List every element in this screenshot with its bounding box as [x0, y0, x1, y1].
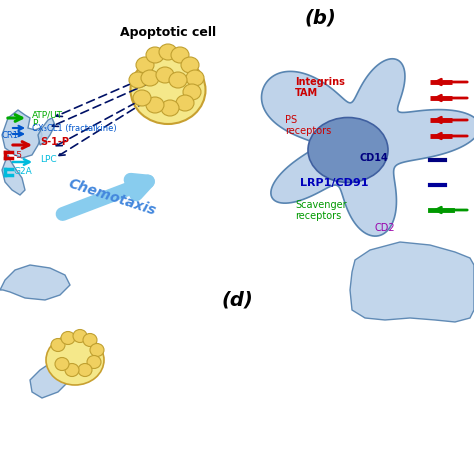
Text: CD2: CD2	[375, 223, 396, 233]
Ellipse shape	[176, 95, 194, 111]
Text: receptors: receptors	[295, 211, 341, 221]
Ellipse shape	[156, 67, 174, 83]
Text: (b): (b)	[304, 9, 336, 27]
Ellipse shape	[308, 118, 388, 182]
Ellipse shape	[55, 357, 69, 371]
Text: CD14: CD14	[360, 153, 389, 163]
Text: S-1-P: S-1-P	[40, 137, 69, 147]
Ellipse shape	[73, 329, 87, 343]
Ellipse shape	[136, 57, 154, 73]
Polygon shape	[350, 242, 474, 322]
Polygon shape	[0, 265, 70, 300]
Ellipse shape	[78, 364, 92, 376]
Ellipse shape	[83, 334, 97, 346]
Polygon shape	[38, 118, 55, 145]
Ellipse shape	[183, 84, 201, 100]
Ellipse shape	[61, 331, 75, 345]
Ellipse shape	[159, 44, 177, 60]
Text: Integrins: Integrins	[295, 77, 345, 87]
Polygon shape	[2, 155, 25, 195]
Ellipse shape	[186, 70, 204, 86]
Text: Apoptotic cell: Apoptotic cell	[120, 26, 216, 38]
Ellipse shape	[65, 364, 79, 376]
Text: CR1: CR1	[2, 130, 19, 139]
Ellipse shape	[171, 47, 189, 63]
Text: -5: -5	[14, 151, 23, 159]
Ellipse shape	[161, 100, 179, 116]
Ellipse shape	[129, 72, 147, 88]
Text: LRP1/CD91: LRP1/CD91	[300, 178, 368, 188]
Ellipse shape	[90, 344, 104, 356]
Text: (d): (d)	[221, 291, 253, 310]
Text: P: P	[32, 118, 37, 128]
Text: receptors: receptors	[285, 126, 331, 136]
Ellipse shape	[146, 47, 164, 63]
Text: TAM: TAM	[295, 88, 318, 98]
Text: Scavenger: Scavenger	[295, 200, 346, 210]
Ellipse shape	[130, 56, 206, 124]
Text: PS: PS	[285, 115, 297, 125]
Ellipse shape	[87, 356, 101, 368]
Text: CX₃CL1 (fractalkine): CX₃CL1 (fractalkine)	[32, 124, 117, 133]
Ellipse shape	[51, 338, 65, 352]
Ellipse shape	[181, 57, 199, 73]
Ellipse shape	[133, 90, 151, 106]
Ellipse shape	[141, 70, 159, 86]
Polygon shape	[262, 59, 474, 236]
Ellipse shape	[146, 97, 164, 113]
Text: G2A: G2A	[14, 167, 33, 176]
Text: LPC: LPC	[40, 155, 56, 164]
Polygon shape	[2, 110, 42, 158]
Ellipse shape	[169, 72, 187, 88]
Text: ATP/UT: ATP/UT	[32, 110, 63, 119]
Ellipse shape	[46, 335, 104, 385]
Text: Chemotaxis: Chemotaxis	[66, 176, 158, 218]
Polygon shape	[30, 355, 75, 398]
